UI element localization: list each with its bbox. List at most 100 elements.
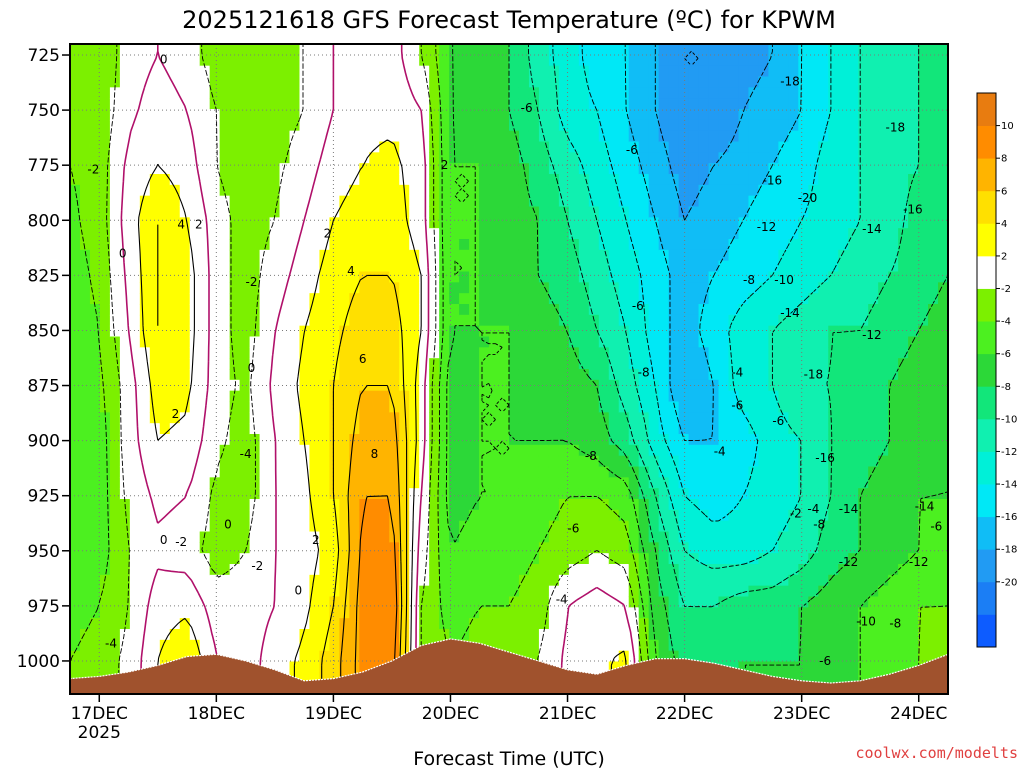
- temperature-cell: [139, 119, 151, 132]
- temperature-cell: [688, 163, 700, 175]
- temperature-cell: [608, 304, 620, 316]
- temperature-cell: [888, 564, 899, 576]
- temperature-cell: [359, 347, 370, 359]
- temperature-cell: [239, 163, 251, 175]
- temperature-cell: [189, 293, 201, 305]
- temperature-cell: [848, 618, 859, 630]
- temperature-cell: [788, 401, 799, 413]
- temperature-cell: [79, 444, 91, 457]
- temperature-cell: [748, 358, 760, 370]
- temperature-cell: [249, 564, 261, 576]
- temperature-cell: [459, 109, 470, 121]
- temperature-cell: [349, 54, 360, 67]
- temperature-cell: [758, 109, 770, 121]
- temperature-cell: [449, 488, 460, 500]
- temperature-cell: [279, 401, 291, 413]
- temperature-cell: [878, 607, 889, 619]
- temperature-cell: [818, 466, 829, 478]
- temperature-cell: [808, 314, 819, 327]
- temperature-cell: [578, 304, 590, 316]
- temperature-cell: [219, 87, 231, 99]
- temperature-cell: [858, 206, 869, 218]
- temperature-cell: [459, 488, 470, 500]
- temperature-cell: [89, 152, 101, 164]
- temperature-cell: [708, 618, 720, 630]
- temperature-cell: [538, 412, 550, 424]
- temperature-cell: [289, 553, 301, 565]
- temperature-cell: [319, 163, 331, 175]
- temperature-cell: [169, 434, 181, 446]
- temperature-cell: [509, 499, 520, 511]
- temperature-cell: [199, 499, 211, 511]
- temperature-cell: [738, 336, 750, 348]
- temperature-cell: [319, 130, 331, 143]
- temperature-cell: [279, 564, 291, 576]
- temperature-cell: [199, 217, 211, 229]
- temperature-cell: [149, 401, 161, 413]
- temperature-cell: [369, 260, 380, 273]
- temperature-cell: [259, 639, 271, 652]
- temperature-cell: [169, 531, 181, 543]
- temperature-cell: [70, 119, 81, 132]
- temperature-cell: [349, 65, 360, 78]
- temperature-cell: [638, 618, 650, 630]
- temperature-cell: [189, 488, 201, 500]
- temperature-cell: [179, 629, 191, 641]
- temperature-cell: [499, 98, 510, 110]
- temperature-cell: [259, 54, 271, 67]
- temperature-cell: [848, 184, 859, 197]
- temperature-cell: [748, 618, 760, 630]
- temperature-cell: [518, 379, 530, 392]
- temperature-cell: [618, 488, 630, 500]
- temperature-cell: [389, 347, 400, 359]
- temperature-cell: [79, 282, 91, 294]
- temperature-cell: [469, 509, 480, 522]
- temperature-cell: [858, 304, 869, 316]
- temperature-cell: [319, 520, 331, 533]
- temperature-cell: [289, 574, 301, 587]
- temperature-cell: [628, 174, 640, 186]
- temperature-cell: [419, 629, 430, 641]
- temperature-cell: [349, 271, 360, 283]
- temperature-cell: [339, 76, 350, 88]
- temperature-cell: [109, 260, 121, 273]
- temperature-cell: [279, 423, 291, 435]
- temperature-cell: [598, 618, 610, 630]
- temperature-cell: [109, 390, 121, 403]
- temperature-cell: [588, 466, 600, 478]
- temperature-cell: [738, 282, 750, 294]
- temperature-cell: [409, 509, 420, 522]
- temperature-cell: [359, 282, 370, 294]
- temperature-cell: [708, 629, 720, 641]
- temperature-cell: [518, 65, 530, 78]
- temperature-cell: [319, 304, 331, 316]
- temperature-cell: [159, 574, 171, 587]
- temperature-cell: [149, 195, 161, 208]
- temperature-cell: [219, 314, 231, 327]
- temperature-cell: [329, 304, 340, 316]
- temperature-cell: [179, 347, 191, 359]
- temperature-cell: [798, 629, 809, 641]
- temperature-cell: [159, 553, 171, 565]
- temperature-cell: [179, 271, 191, 283]
- temperature-cell: [319, 65, 331, 78]
- temperature-cell: [70, 434, 81, 446]
- temperature-cell: [499, 466, 510, 478]
- temperature-cell: [848, 369, 859, 381]
- temperature-cell: [798, 466, 809, 478]
- temperature-cell: [429, 314, 440, 327]
- temperature-cell: [578, 607, 590, 619]
- temperature-cell: [179, 184, 191, 197]
- temperature-cell: [219, 293, 231, 305]
- temperature-cell: [129, 629, 141, 641]
- temperature-cell: [528, 412, 540, 424]
- temperature-cell: [89, 358, 101, 370]
- temperature-cell: [758, 174, 770, 186]
- temperature-cell: [598, 509, 610, 522]
- temperature-cell: [329, 336, 340, 348]
- temperature-cell: [339, 444, 350, 457]
- temperature-cell: [708, 434, 720, 446]
- temperature-cell: [489, 455, 500, 468]
- temperature-cell: [668, 98, 680, 110]
- temperature-cell: [888, 314, 899, 327]
